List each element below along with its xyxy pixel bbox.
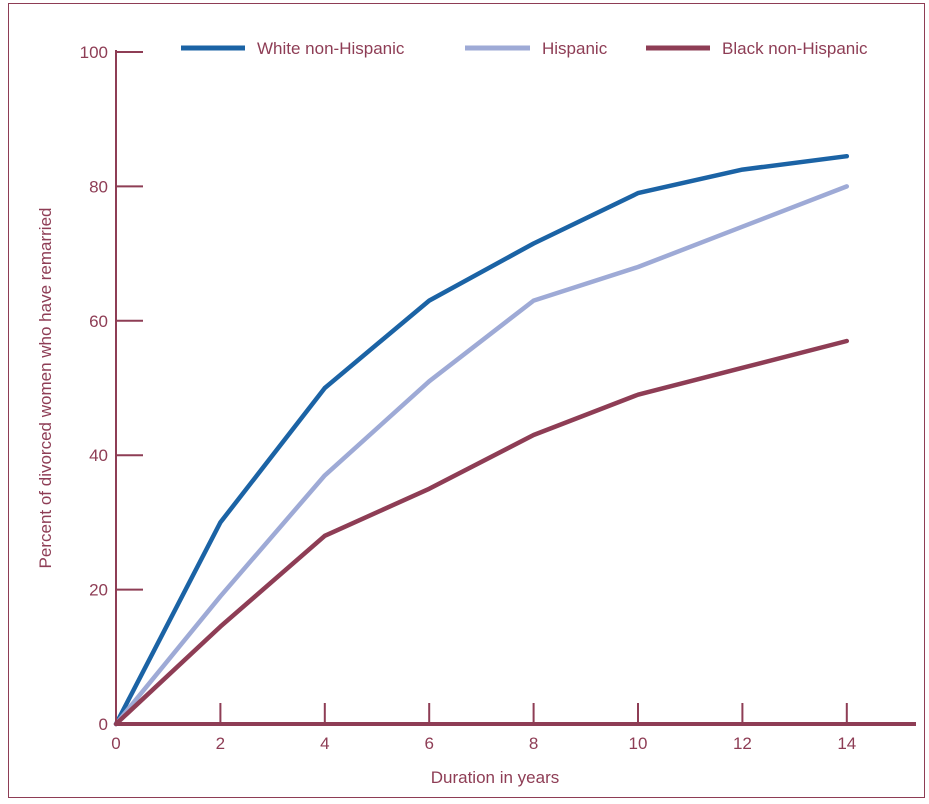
series-line-2 [113,184,850,727]
legend-label-2: Hispanic [542,39,608,58]
y-tick-label: 40 [89,446,108,465]
series-line-1 [113,153,850,727]
series-lines [113,153,850,727]
series-line-3 [113,338,850,727]
legend: White non-Hispanic Hispanic Black non-Hisp… [181,39,868,58]
x-tick-label: 14 [837,734,856,753]
x-tick-label: 8 [529,734,538,753]
x-tick-label: 12 [733,734,752,753]
x-axis-title: Duration in years [431,768,560,787]
axes [115,50,916,726]
y-tick-label: 20 [89,581,108,600]
y-tick-label: 0 [99,715,108,734]
y-axis-title: Percent of divorced women who have remar… [36,208,55,569]
chart-frame [8,3,925,798]
x-tick-label: 10 [629,734,648,753]
y-tick-label: 100 [80,43,108,62]
y-tick-label: 60 [89,312,108,331]
legend-label-3: Black non-Hispanic [722,39,868,58]
x-tick-label: 4 [320,734,329,753]
x-tick-label: 6 [424,734,433,753]
tick-labels: 0 20 40 60 80 100 0 2 4 6 8 10 12 14 [80,43,857,753]
legend-label-1: White non-Hispanic [257,39,405,58]
x-tick-label: 2 [216,734,225,753]
y-tick-label: 80 [89,177,108,196]
x-tick-label: 0 [111,734,120,753]
